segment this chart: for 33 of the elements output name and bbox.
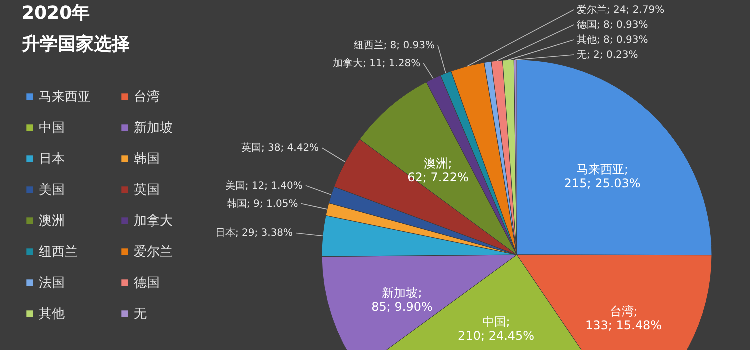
- legend-label: 新加坡: [134, 121, 173, 136]
- data-label: 加拿大; 11; 1.28%: [333, 57, 421, 70]
- data-label: 德国; 8; 0.93%: [577, 20, 648, 31]
- legend-label: 日本: [39, 152, 65, 167]
- data-label: 中国; 210; 24.45%: [458, 315, 535, 343]
- data-label: 新加坡; 85; 9.90%: [372, 286, 433, 314]
- text: 升学国家选择: [21, 34, 130, 55]
- data-label: 美国; 12; 1.40%: [225, 180, 303, 192]
- legend-label: 其他: [39, 307, 65, 322]
- data-label: 其他; 8; 0.93%: [577, 34, 648, 46]
- chart-title: 2020年: [22, 3, 90, 24]
- legend-label: 无: [134, 307, 147, 322]
- legend-label: 美国: [39, 182, 65, 198]
- data-label: 英国; 38; 4.42%: [241, 142, 320, 154]
- legend-label: 马来西亚: [39, 90, 91, 105]
- legend-label: 爱尔兰: [134, 245, 173, 260]
- legend-label: 中国: [39, 121, 65, 136]
- data-label: 纽西兰; 8; 0.93%: [354, 39, 435, 52]
- legend-label: 法国: [39, 276, 65, 291]
- data-label: 台湾; 133; 15.48%: [586, 304, 662, 333]
- data-label: 韩国; 9; 1.05%: [226, 198, 298, 210]
- legend-label: 纽西兰: [39, 245, 78, 260]
- legend-label: 韩国: [134, 152, 160, 167]
- data-label: 爱尔兰; 24; 2.79%: [577, 4, 665, 16]
- data-label: 澳洲; 62; 7.22%: [408, 156, 469, 184]
- data-label: 无; 2; 0.23%: [577, 50, 638, 61]
- data-label: 日本; 29; 3.38%: [215, 227, 294, 240]
- legend-label: 加拿大: [134, 214, 173, 229]
- legend-label: 英国: [134, 183, 160, 198]
- legend-label: 澳洲: [39, 214, 65, 229]
- legend-label: 台湾: [134, 89, 160, 105]
- legend-label: 德国: [134, 276, 160, 291]
- data-label: 马来西亚; 215; 25.03%: [564, 162, 641, 191]
